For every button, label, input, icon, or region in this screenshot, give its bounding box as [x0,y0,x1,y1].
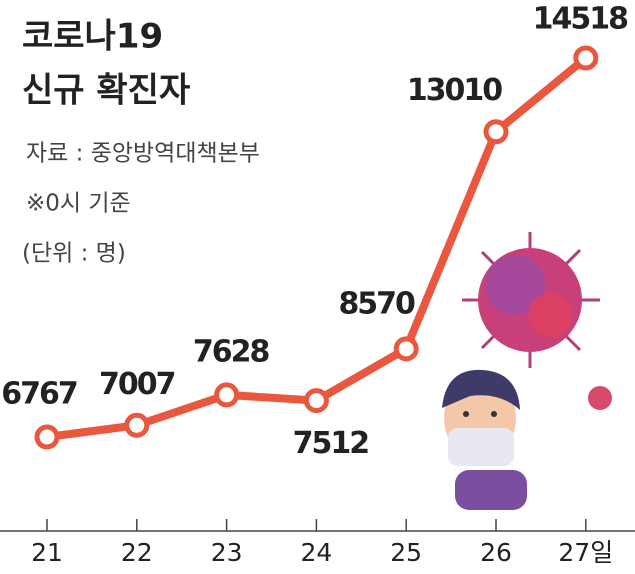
value-label: 8570 [338,286,415,321]
chart-title: 신규 확진자 [22,71,190,111]
x-tick-label: 27일 [558,538,613,567]
x-tick-label: 22 [121,538,153,567]
chart-title: 코로나19 [22,17,163,57]
x-tick-label: 26 [480,538,512,567]
point [124,412,150,438]
point [483,119,509,145]
note: (단위 : 명) [22,241,126,267]
value-label: 14518 [533,2,628,37]
x-tick-label: 24 [300,538,332,567]
virus-illustration [462,232,612,410]
person-illustration [442,369,527,510]
x-tick-label: 21 [31,538,63,567]
value-label: 13010 [407,73,502,108]
value-label: 7512 [293,426,369,461]
x-tick-label: 25 [390,538,422,567]
point [214,382,240,408]
x-tick-label: 23 [211,538,243,567]
point [393,336,419,362]
point [573,45,599,71]
point [303,388,329,414]
note: 자료 : 중앙방역대책본부 [26,141,260,167]
point [34,424,60,450]
note: ※0시 기준 [26,191,131,217]
value-label: 7007 [99,367,175,402]
value-label: 7628 [193,334,270,369]
value-label: 6767 [1,377,77,412]
